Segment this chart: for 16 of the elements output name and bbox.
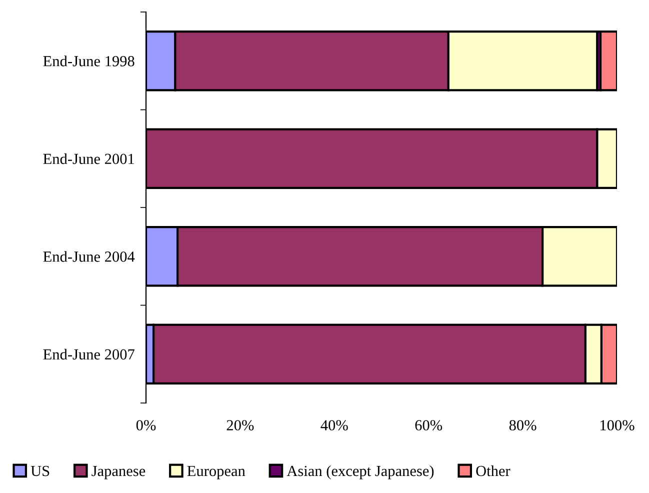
legend-label: Japanese — [92, 466, 146, 480]
x-tick-label: 80% — [509, 420, 536, 430]
bar — [599, 30, 617, 92]
x-tick-label: 0% — [136, 420, 156, 430]
y-tick-label: End-June 2004 — [43, 251, 135, 262]
legend-label: Asian (except Japanese) — [286, 465, 434, 480]
y-tick-label: End-June 2001 — [43, 153, 134, 164]
legend-label: US — [30, 466, 50, 476]
y-tick-label: End-June 2007 — [43, 348, 134, 360]
x-tick-label: 40% — [320, 420, 348, 430]
x-tick-label: 20% — [226, 420, 254, 430]
x-tick-label: 100% — [600, 420, 634, 430]
y-tick-label: End-June 1998 — [43, 56, 134, 66]
x-tick-label: 60% — [415, 420, 442, 430]
legend-label: Other — [476, 465, 510, 476]
legend-label: European — [187, 466, 246, 480]
